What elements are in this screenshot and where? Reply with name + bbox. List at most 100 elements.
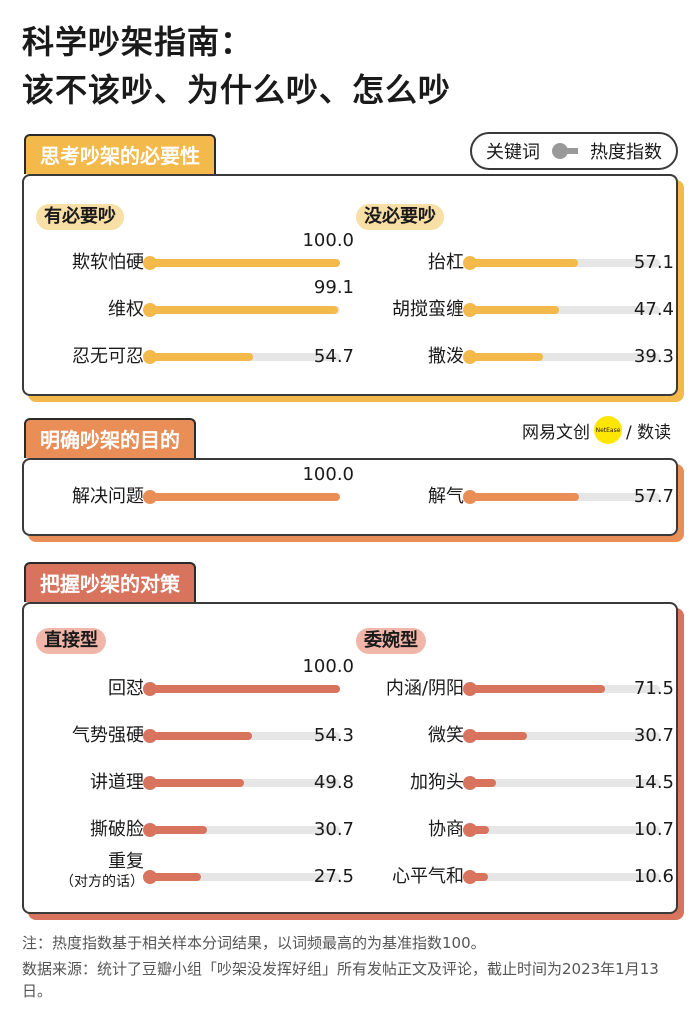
bar-track (143, 776, 340, 790)
bar-knob (463, 682, 477, 696)
bar-knob (143, 256, 157, 270)
bar-knob (143, 303, 157, 317)
group-label-direct: 直接型 (36, 628, 106, 654)
data-label: 49.8 (313, 772, 354, 793)
bar-track (463, 303, 660, 317)
data-label: 100.0 (302, 464, 354, 485)
group-label-indirect: 委婉型 (356, 628, 426, 654)
bar-knob (143, 490, 157, 504)
bar-track (463, 256, 660, 270)
bar-row: 抬杠 57.1 (354, 248, 674, 278)
bar (148, 353, 254, 361)
bar-row: 协商 10.7 (354, 815, 674, 845)
bar-track (463, 350, 660, 364)
legend-keyword-label: 关键词 (486, 142, 540, 163)
data-label: 47.4 (633, 299, 674, 320)
bar-label: 撕破脸 (90, 819, 144, 840)
bar-row: 欺软怕硬 100.0 (34, 230, 354, 278)
legend-heat-label: 热度指数 (590, 142, 662, 163)
data-label: 57.7 (633, 486, 674, 507)
bar (148, 826, 207, 834)
section-tab-purpose: 明确吵架的目的 (24, 418, 196, 458)
bar-knob (463, 256, 477, 270)
bar-knob (463, 490, 477, 504)
data-label: 100.0 (302, 230, 354, 251)
data-label: 27.5 (313, 866, 354, 887)
bar-row: 回怼 100.0 (34, 656, 354, 704)
bar-row: 胡搅蛮缠 47.4 (354, 295, 674, 325)
bar-row: 解气 57.7 (354, 482, 674, 512)
bar-knob (463, 350, 477, 364)
logo-text: 网易文创 (522, 422, 590, 443)
bar-label: 气势强硬 (72, 725, 144, 746)
data-label: 10.6 (633, 866, 674, 887)
bar-knob (463, 303, 477, 317)
bar-track (463, 490, 660, 504)
bar-track (463, 823, 660, 837)
bar (468, 353, 544, 361)
data-label: 71.5 (633, 678, 674, 699)
bar-knob (143, 350, 157, 364)
bar (468, 779, 496, 787)
bar (148, 259, 340, 267)
bar-track (143, 303, 340, 317)
bar-label: 重复 （对方的话） (60, 851, 144, 891)
bar-row: 讲道理 49.8 (34, 768, 354, 798)
data-label: 57.1 (633, 252, 674, 273)
bar (148, 779, 244, 787)
bar-knob (463, 823, 477, 837)
bar-label: 内涵/阴阳 (385, 678, 464, 699)
bar-track (143, 490, 340, 504)
logo-subtext: / 数读 (626, 422, 672, 443)
data-label: 30.7 (633, 725, 674, 746)
bar-track (463, 870, 660, 884)
bar-label: 维权 (108, 299, 144, 320)
bar-row: 内涵/阴阳 71.5 (354, 674, 674, 704)
strategy-panel: 直接型 委婉型 回怼 100.0 气势强硬 54.3 讲道理 49.8 撕破脸 30.7 重复（… (22, 602, 678, 914)
bar (468, 826, 489, 834)
bar-row: 微笑 30.7 (354, 721, 674, 751)
bar-row: 重复 （对方的话） 27.5 (34, 852, 354, 892)
bar-knob (463, 729, 477, 743)
group-label-necessary: 有必要吵 (36, 204, 124, 230)
bar-row: 解决问题 100.0 (34, 464, 354, 512)
bar (148, 873, 201, 881)
bar-knob (143, 682, 157, 696)
bar (468, 685, 606, 693)
bar-track (463, 682, 660, 696)
bar-row: 撒泼 39.3 (354, 342, 674, 372)
bar (468, 259, 578, 267)
bar-knob (143, 870, 157, 884)
bar-label: 胡搅蛮缠 (392, 299, 464, 320)
bar-label: 协商 (428, 819, 464, 840)
necessity-panel: 有必要吵 没必要吵 欺软怕硬 100.0 维权 99.1 忍无可忍 54.7 抬杠 57.1 胡… (22, 174, 678, 396)
page-title-line1: 科学吵架指南： (22, 23, 254, 61)
data-label: 30.7 (313, 819, 354, 840)
bar-track (143, 729, 340, 743)
bar-track (463, 729, 660, 743)
bar-knob (463, 870, 477, 884)
bar-row: 忍无可忍 54.7 (34, 342, 354, 372)
bar (148, 493, 340, 501)
slider-knob-icon (552, 143, 578, 159)
bar-row: 维权 99.1 (34, 277, 354, 325)
bar-label: 解气 (428, 486, 464, 507)
bar-track (143, 256, 340, 270)
bar-track (143, 350, 340, 364)
data-label: 54.3 (313, 725, 354, 746)
bar-row: 气势强硬 54.3 (34, 721, 354, 751)
bar-label: 解决问题 (72, 486, 144, 507)
data-label: 54.7 (313, 346, 354, 367)
bar-label: 撒泼 (428, 346, 464, 367)
bar-knob (143, 823, 157, 837)
legend: 关键词 热度指数 (470, 132, 678, 170)
bar-knob (463, 776, 477, 790)
bar (468, 732, 527, 740)
data-label: 10.7 (633, 819, 674, 840)
bar-track (143, 682, 340, 696)
purpose-panel: 解决问题 100.0 解气 57.7 (22, 458, 678, 536)
data-source: 数据来源：统计了豆瓣小组「吵架没发挥好组」所有发帖正文及评论，截止时间为2023… (22, 960, 659, 1000)
bar (148, 732, 253, 740)
group-label-unnecessary: 没必要吵 (356, 204, 444, 230)
bar-label: 忍无可忍 (72, 346, 144, 367)
